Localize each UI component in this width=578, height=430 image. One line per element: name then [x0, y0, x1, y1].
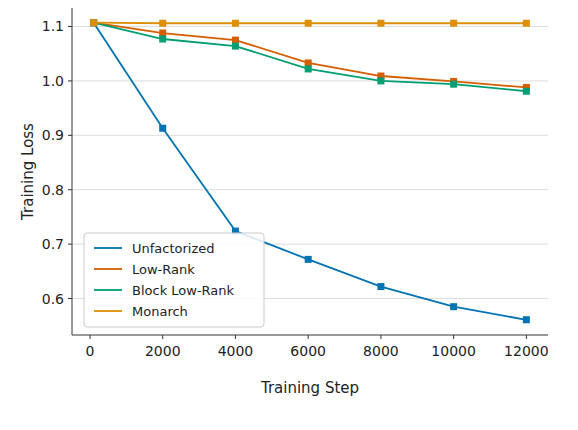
x-tick-label: 4000 — [218, 343, 254, 359]
y-tick — [68, 26, 72, 27]
marker — [232, 43, 239, 50]
marker — [523, 316, 530, 323]
legend-label: Monarch — [132, 304, 188, 319]
x-tick-label: 0 — [86, 343, 95, 359]
x-tick — [380, 335, 381, 339]
y-tick-label: 0.8 — [42, 182, 64, 198]
x-tick — [162, 335, 163, 339]
x-axis-label: Training Step — [260, 379, 359, 397]
marker — [232, 20, 239, 27]
marker — [90, 19, 97, 26]
grid-line — [72, 80, 548, 81]
series-line — [94, 23, 527, 320]
y-tick — [68, 135, 72, 136]
marker — [305, 20, 312, 27]
legend-label: Block Low-Rank — [132, 283, 235, 298]
x-tick — [235, 335, 236, 339]
marker — [159, 30, 166, 37]
y-tick-label: 1.0 — [42, 73, 64, 89]
x-tick — [90, 335, 91, 339]
legend-label: Unfactorized — [132, 241, 215, 256]
marker — [377, 283, 384, 290]
y-axis — [72, 8, 73, 335]
marker — [450, 303, 457, 310]
marker — [523, 20, 530, 27]
marker — [305, 65, 312, 72]
marker — [232, 37, 239, 44]
marker — [159, 125, 166, 132]
x-tick-label: 2000 — [145, 343, 181, 359]
x-tick — [308, 335, 309, 339]
y-tick-label: 0.7 — [42, 236, 64, 252]
y-tick-label: 0.6 — [42, 291, 64, 307]
marker — [377, 20, 384, 27]
series-line — [94, 23, 527, 88]
x-tick — [453, 335, 454, 339]
marker — [450, 81, 457, 88]
y-tick-label: 0.9 — [42, 127, 64, 143]
marker — [523, 88, 530, 95]
marker — [90, 19, 97, 26]
marker — [305, 59, 312, 66]
y-tick — [68, 244, 72, 245]
legend: Unfactorized Low-Rank Block Low-Rank Monarc… — [84, 233, 264, 327]
y-tick-label: 1.1 — [42, 18, 64, 34]
y-tick — [68, 80, 72, 81]
x-axis — [72, 335, 548, 336]
legend-swatch — [94, 310, 122, 312]
grid-line — [72, 135, 548, 136]
y-axis-label: Training Loss — [19, 123, 37, 221]
marker — [90, 19, 97, 26]
marker — [450, 20, 457, 27]
legend-swatch — [94, 289, 122, 291]
series-line — [94, 23, 527, 92]
legend-label: Low-Rank — [132, 262, 195, 277]
y-tick — [68, 298, 72, 299]
legend-swatch — [94, 268, 122, 270]
x-tick-label: 6000 — [290, 343, 326, 359]
marker — [159, 36, 166, 43]
legend-box — [84, 233, 264, 327]
marker — [305, 256, 312, 263]
x-tick-label: 10000 — [431, 343, 476, 359]
x-tick — [526, 335, 527, 339]
chart: 0.6 0.7 0.8 0.9 1.0 1.1 0 2000 4000 6000 8000 10000… — [0, 0, 578, 430]
marker — [159, 20, 166, 27]
legend-swatch — [94, 247, 122, 249]
marker — [90, 19, 97, 26]
x-tick-label: 12000 — [504, 343, 549, 359]
x-tick-label: 8000 — [363, 343, 399, 359]
y-tick — [68, 189, 72, 190]
grid-line — [72, 189, 548, 190]
marker — [377, 77, 384, 84]
